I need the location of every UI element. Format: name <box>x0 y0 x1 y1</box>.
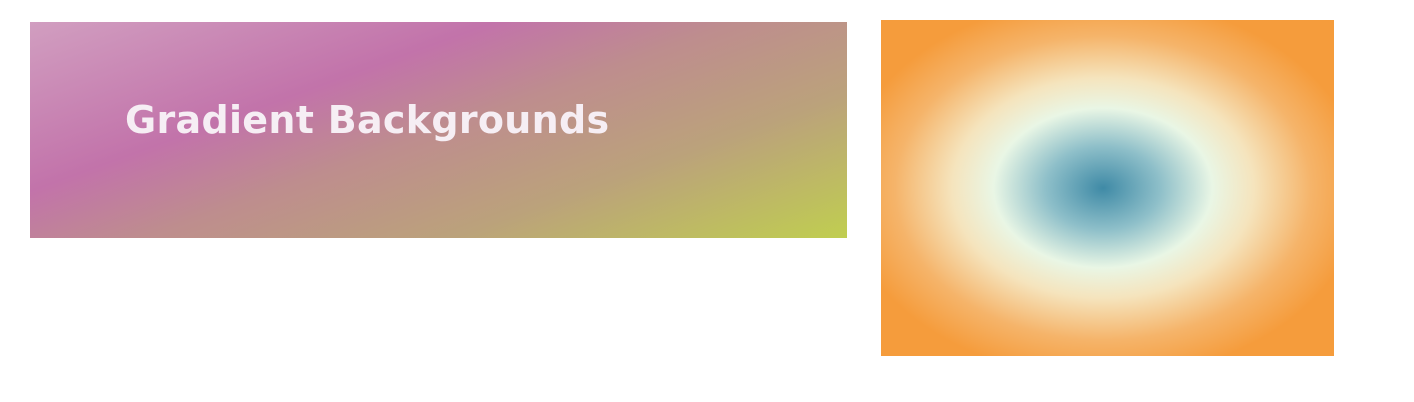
radial-gradient-panel <box>881 20 1334 356</box>
page-title: Gradient Backgrounds <box>125 98 610 142</box>
linear-gradient-panel: Gradient Backgrounds <box>30 22 847 238</box>
